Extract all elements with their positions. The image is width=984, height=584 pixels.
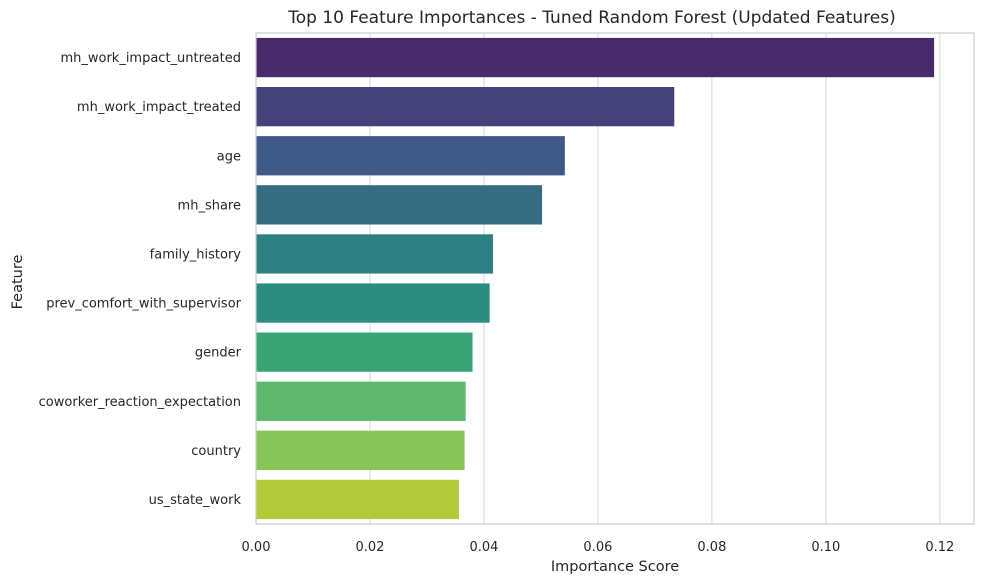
bar-family-history <box>256 234 494 274</box>
bars <box>256 37 935 520</box>
x-tick-label: 0.10 <box>811 540 840 555</box>
y-tick-label: prev_comfort_with_supervisor <box>46 297 241 312</box>
bar-mh-work-impact-treated <box>256 87 675 127</box>
y-tick-label: mh_work_impact_untreated <box>60 51 241 66</box>
x-tick-label: 0.00 <box>242 540 271 555</box>
x-tick-label: 0.02 <box>355 540 384 555</box>
bar-gender <box>256 332 473 372</box>
plot-area-frame <box>255 32 975 525</box>
x-tick-label: 0.08 <box>697 540 726 555</box>
bar-prev-comfort-with-supervisor <box>256 283 490 323</box>
bar-mh-work-impact-untreated <box>256 37 935 78</box>
bar-coworker-reaction-expectation <box>256 381 466 421</box>
y-tick-label: mh_share <box>178 198 241 213</box>
x-tick-label: 0.06 <box>583 540 612 555</box>
y-tick-label: us_state_work <box>149 493 242 508</box>
x-tick-label: 0.04 <box>469 540 498 555</box>
x-tick-label: 0.12 <box>925 540 954 555</box>
y-tick-labels: mh_work_impact_untreated mh_work_impact_t… <box>39 51 242 508</box>
y-tick-label: gender <box>195 346 242 361</box>
y-tick-label: age <box>217 149 241 164</box>
bar-us-state-work <box>256 479 459 520</box>
y-tick-label: family_history <box>150 247 242 262</box>
y-tick-label: mh_work_impact_treated <box>77 100 241 115</box>
bar-age <box>256 136 565 176</box>
y-tick-label: country <box>191 444 241 459</box>
bar-country <box>256 430 465 470</box>
y-axis-label: Feature <box>10 255 26 310</box>
chart-title: Top 10 Feature Importances - Tuned Rando… <box>287 8 895 28</box>
x-axis-label: Importance Score <box>551 559 679 575</box>
x-tick-labels: 0.00 0.02 0.04 0.06 0.08 0.10 0.12 <box>242 540 955 555</box>
bar-mh-share <box>256 185 543 225</box>
y-tick-label: coworker_reaction_expectation <box>39 395 241 410</box>
